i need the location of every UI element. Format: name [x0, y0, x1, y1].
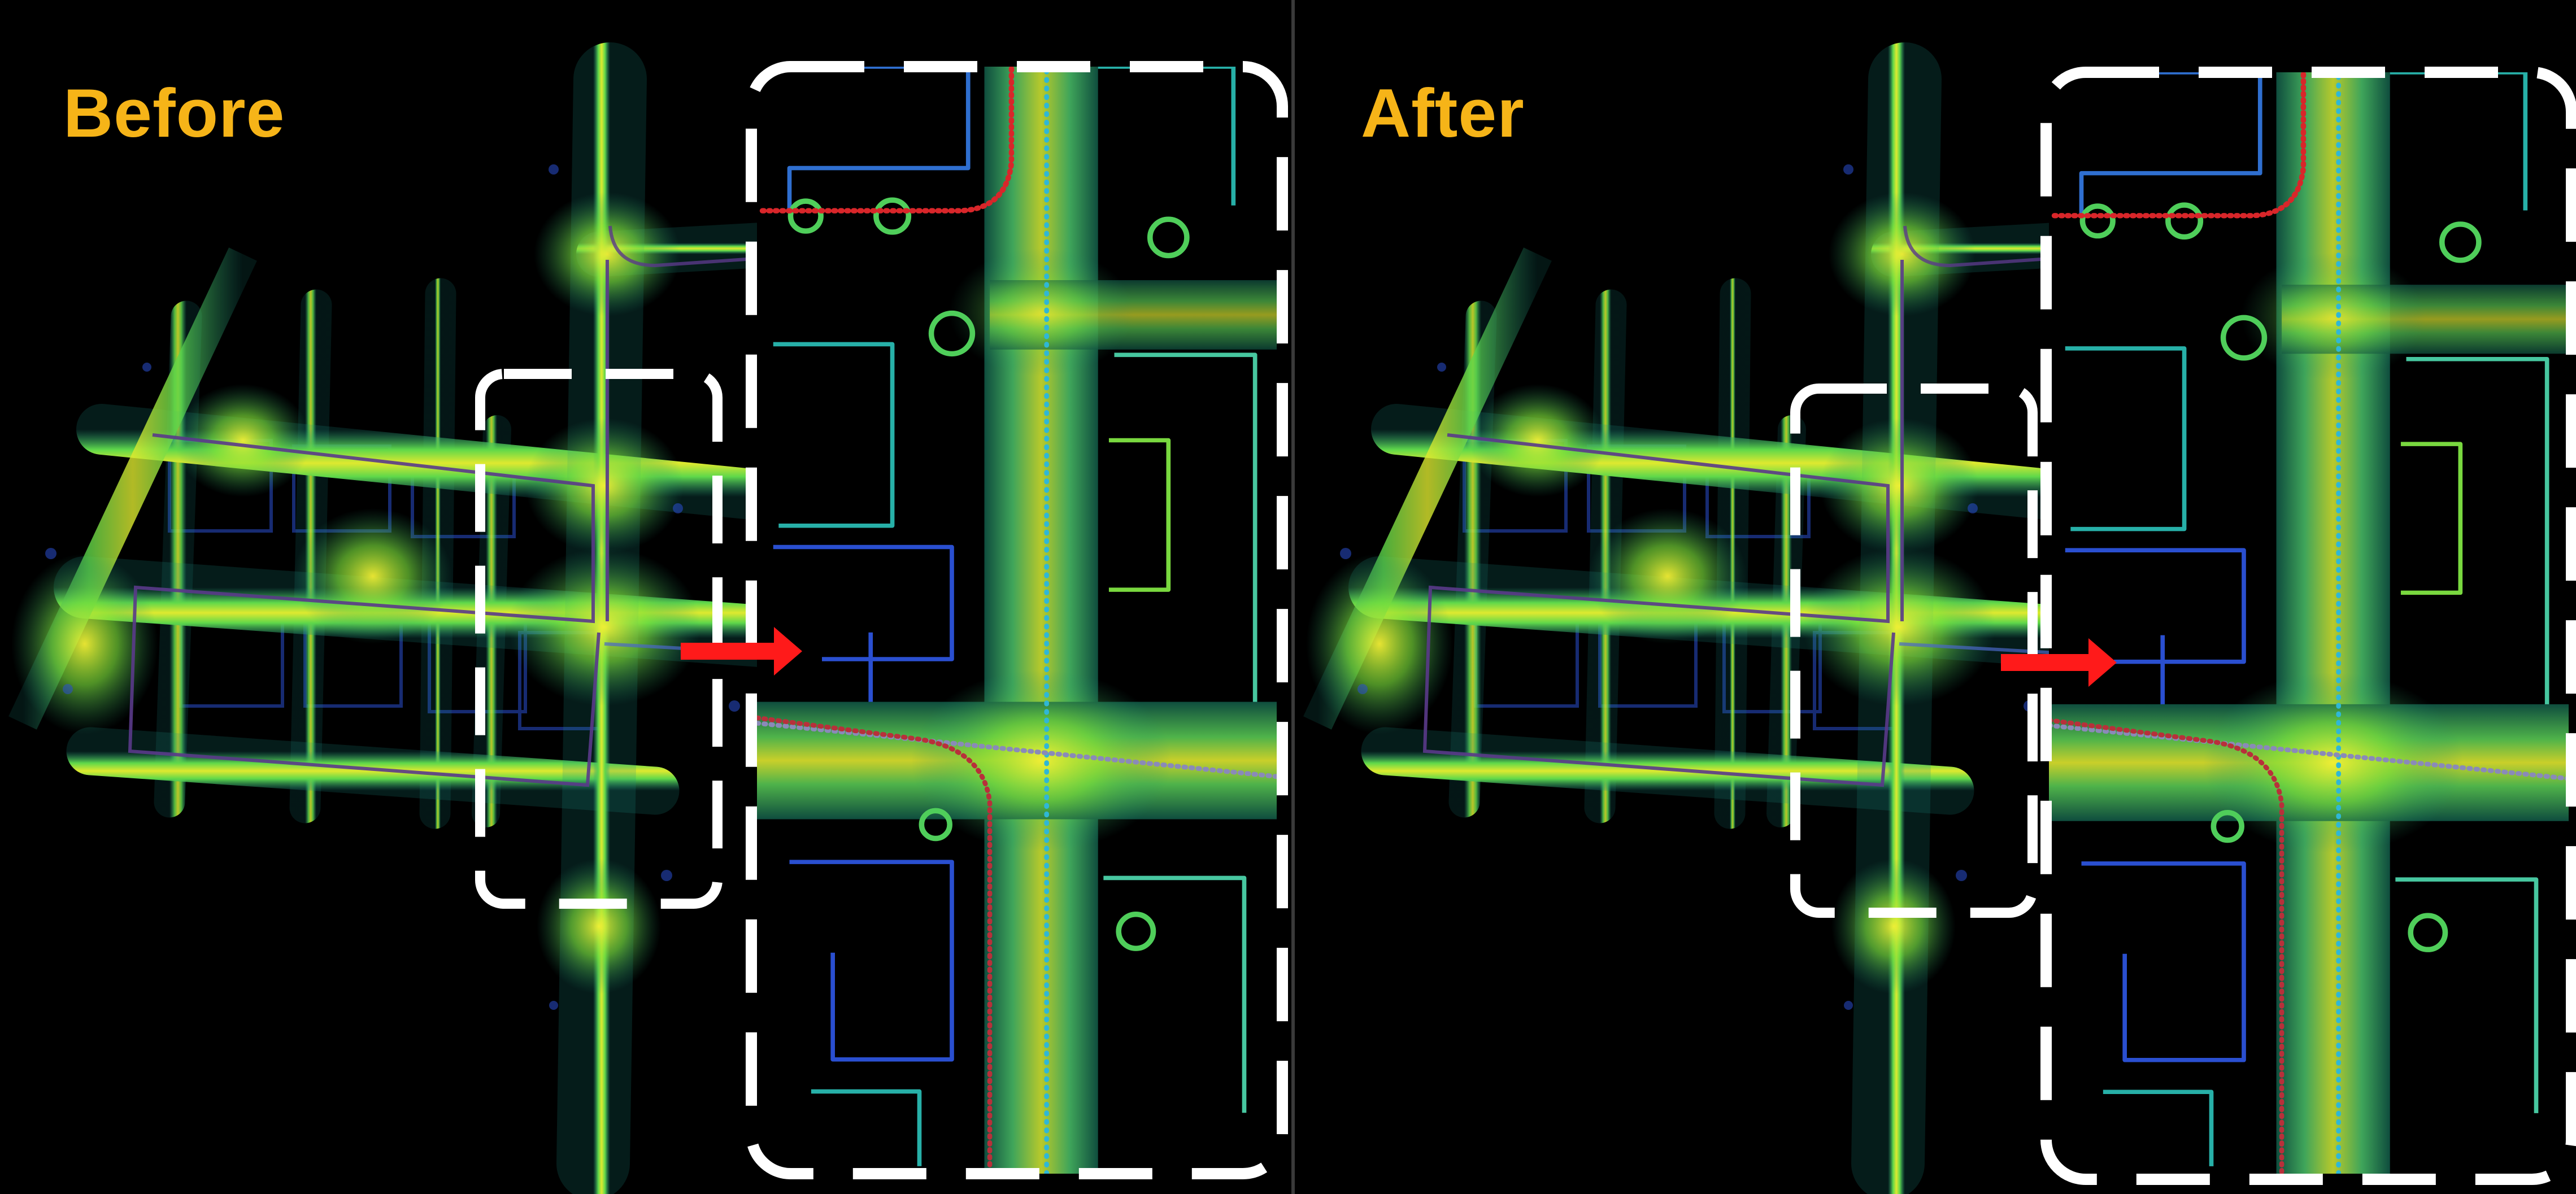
- before-panel: Before: [0, 0, 1288, 1194]
- before-map: [0, 0, 1288, 1194]
- before-zoom-inset: [757, 45, 1277, 1174]
- after-overview-point-cloud: [1306, 79, 2097, 1164]
- after-zoom-inset: [2049, 51, 2569, 1174]
- before-zoom-frame: [746, 61, 1288, 1179]
- right-arrow-icon: [2001, 638, 2117, 687]
- before-selection-box: [475, 369, 723, 909]
- panel-divider: [1291, 0, 1295, 1194]
- before-label: Before: [63, 75, 285, 151]
- after-selection-box: [1790, 384, 2038, 918]
- before-overview-point-cloud: [11, 79, 802, 1164]
- after-panel: After: [1295, 0, 2576, 1194]
- after-label: After: [1361, 75, 1525, 151]
- after-map: [1295, 0, 2576, 1194]
- after-zoom-frame: [2040, 67, 2576, 1185]
- right-arrow-icon: [681, 627, 802, 676]
